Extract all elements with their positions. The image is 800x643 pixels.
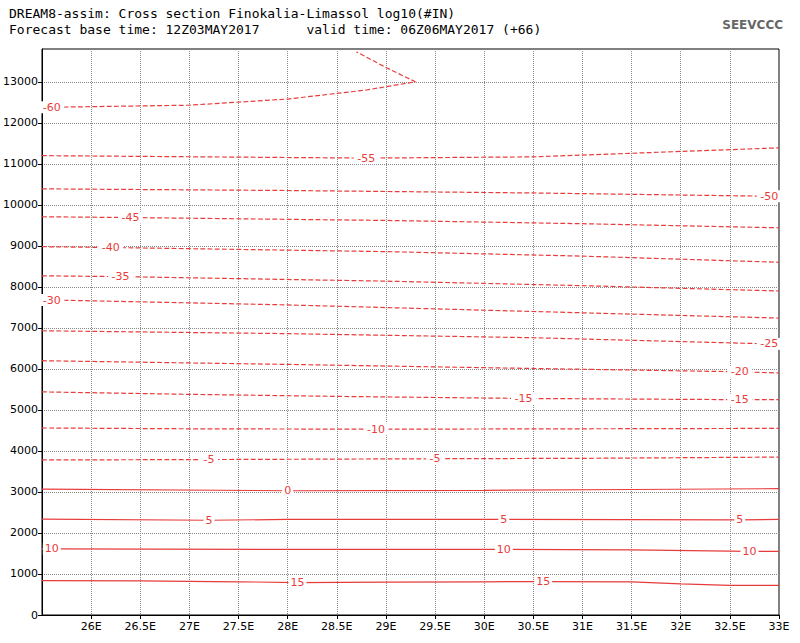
svg-text:27E: 27E (179, 620, 200, 633)
svg-text:13000: 13000 (3, 75, 38, 88)
svg-text:10: 10 (743, 545, 757, 558)
svg-text:31.5E: 31.5E (616, 620, 647, 633)
svg-text:-45: -45 (121, 211, 139, 224)
svg-text:-10: -10 (367, 423, 385, 436)
svg-text:-20: -20 (731, 365, 749, 378)
svg-text:30E: 30E (474, 620, 495, 633)
svg-text:31E: 31E (572, 620, 593, 633)
svg-text:29E: 29E (375, 620, 396, 633)
svg-text:-60: -60 (43, 101, 61, 114)
svg-text:15: 15 (290, 576, 304, 589)
svg-text:11000: 11000 (3, 157, 38, 170)
svg-text:3000: 3000 (10, 485, 38, 498)
svg-text:6000: 6000 (10, 362, 38, 375)
svg-text:1000: 1000 (10, 567, 38, 580)
svg-text:SEEVCCC: SEEVCCC (722, 18, 783, 32)
svg-text:29.5E: 29.5E (419, 620, 450, 633)
svg-text:10000: 10000 (3, 198, 38, 211)
svg-text:-15: -15 (731, 393, 749, 406)
svg-text:26E: 26E (81, 620, 102, 633)
svg-text:5: 5 (206, 514, 213, 527)
svg-text:-15: -15 (515, 392, 533, 405)
svg-text:32E: 32E (670, 620, 691, 633)
svg-text:28E: 28E (277, 620, 298, 633)
svg-text:-5: -5 (430, 452, 441, 465)
svg-text:27.5E: 27.5E (223, 620, 254, 633)
svg-text:-25: -25 (760, 337, 778, 350)
svg-text:30.5E: 30.5E (518, 620, 549, 633)
svg-text:Forecast base time: 12Z03MAY20: Forecast base time: 12Z03MAY2017 valid t… (9, 22, 541, 37)
svg-text:0: 0 (31, 609, 38, 622)
svg-text:8000: 8000 (10, 280, 38, 293)
svg-text:5: 5 (500, 513, 507, 526)
svg-text:-5: -5 (204, 453, 215, 466)
svg-text:-35: -35 (112, 270, 130, 283)
svg-text:7000: 7000 (10, 321, 38, 334)
svg-text:32.5E: 32.5E (714, 620, 745, 633)
svg-text:33E: 33E (769, 620, 790, 633)
svg-text:-50: -50 (760, 190, 778, 203)
svg-text:10: 10 (45, 542, 59, 555)
svg-text:5: 5 (736, 513, 743, 526)
svg-text:15: 15 (536, 575, 550, 588)
svg-text:5000: 5000 (10, 403, 38, 416)
svg-text:4000: 4000 (10, 444, 38, 457)
svg-text:DREAM8-assim: Cross section Fi: DREAM8-assim: Cross section Finokalia-Li… (9, 6, 455, 21)
svg-text:10: 10 (497, 543, 511, 556)
svg-text:-40: -40 (102, 241, 120, 254)
svg-text:-55: -55 (357, 152, 375, 165)
svg-text:2000: 2000 (10, 526, 38, 539)
svg-text:0: 0 (284, 484, 291, 497)
svg-text:12000: 12000 (3, 116, 38, 129)
svg-text:28.5E: 28.5E (321, 620, 352, 633)
svg-text:26.5E: 26.5E (125, 620, 156, 633)
svg-text:-30: -30 (43, 294, 61, 307)
svg-text:9000: 9000 (10, 239, 38, 252)
